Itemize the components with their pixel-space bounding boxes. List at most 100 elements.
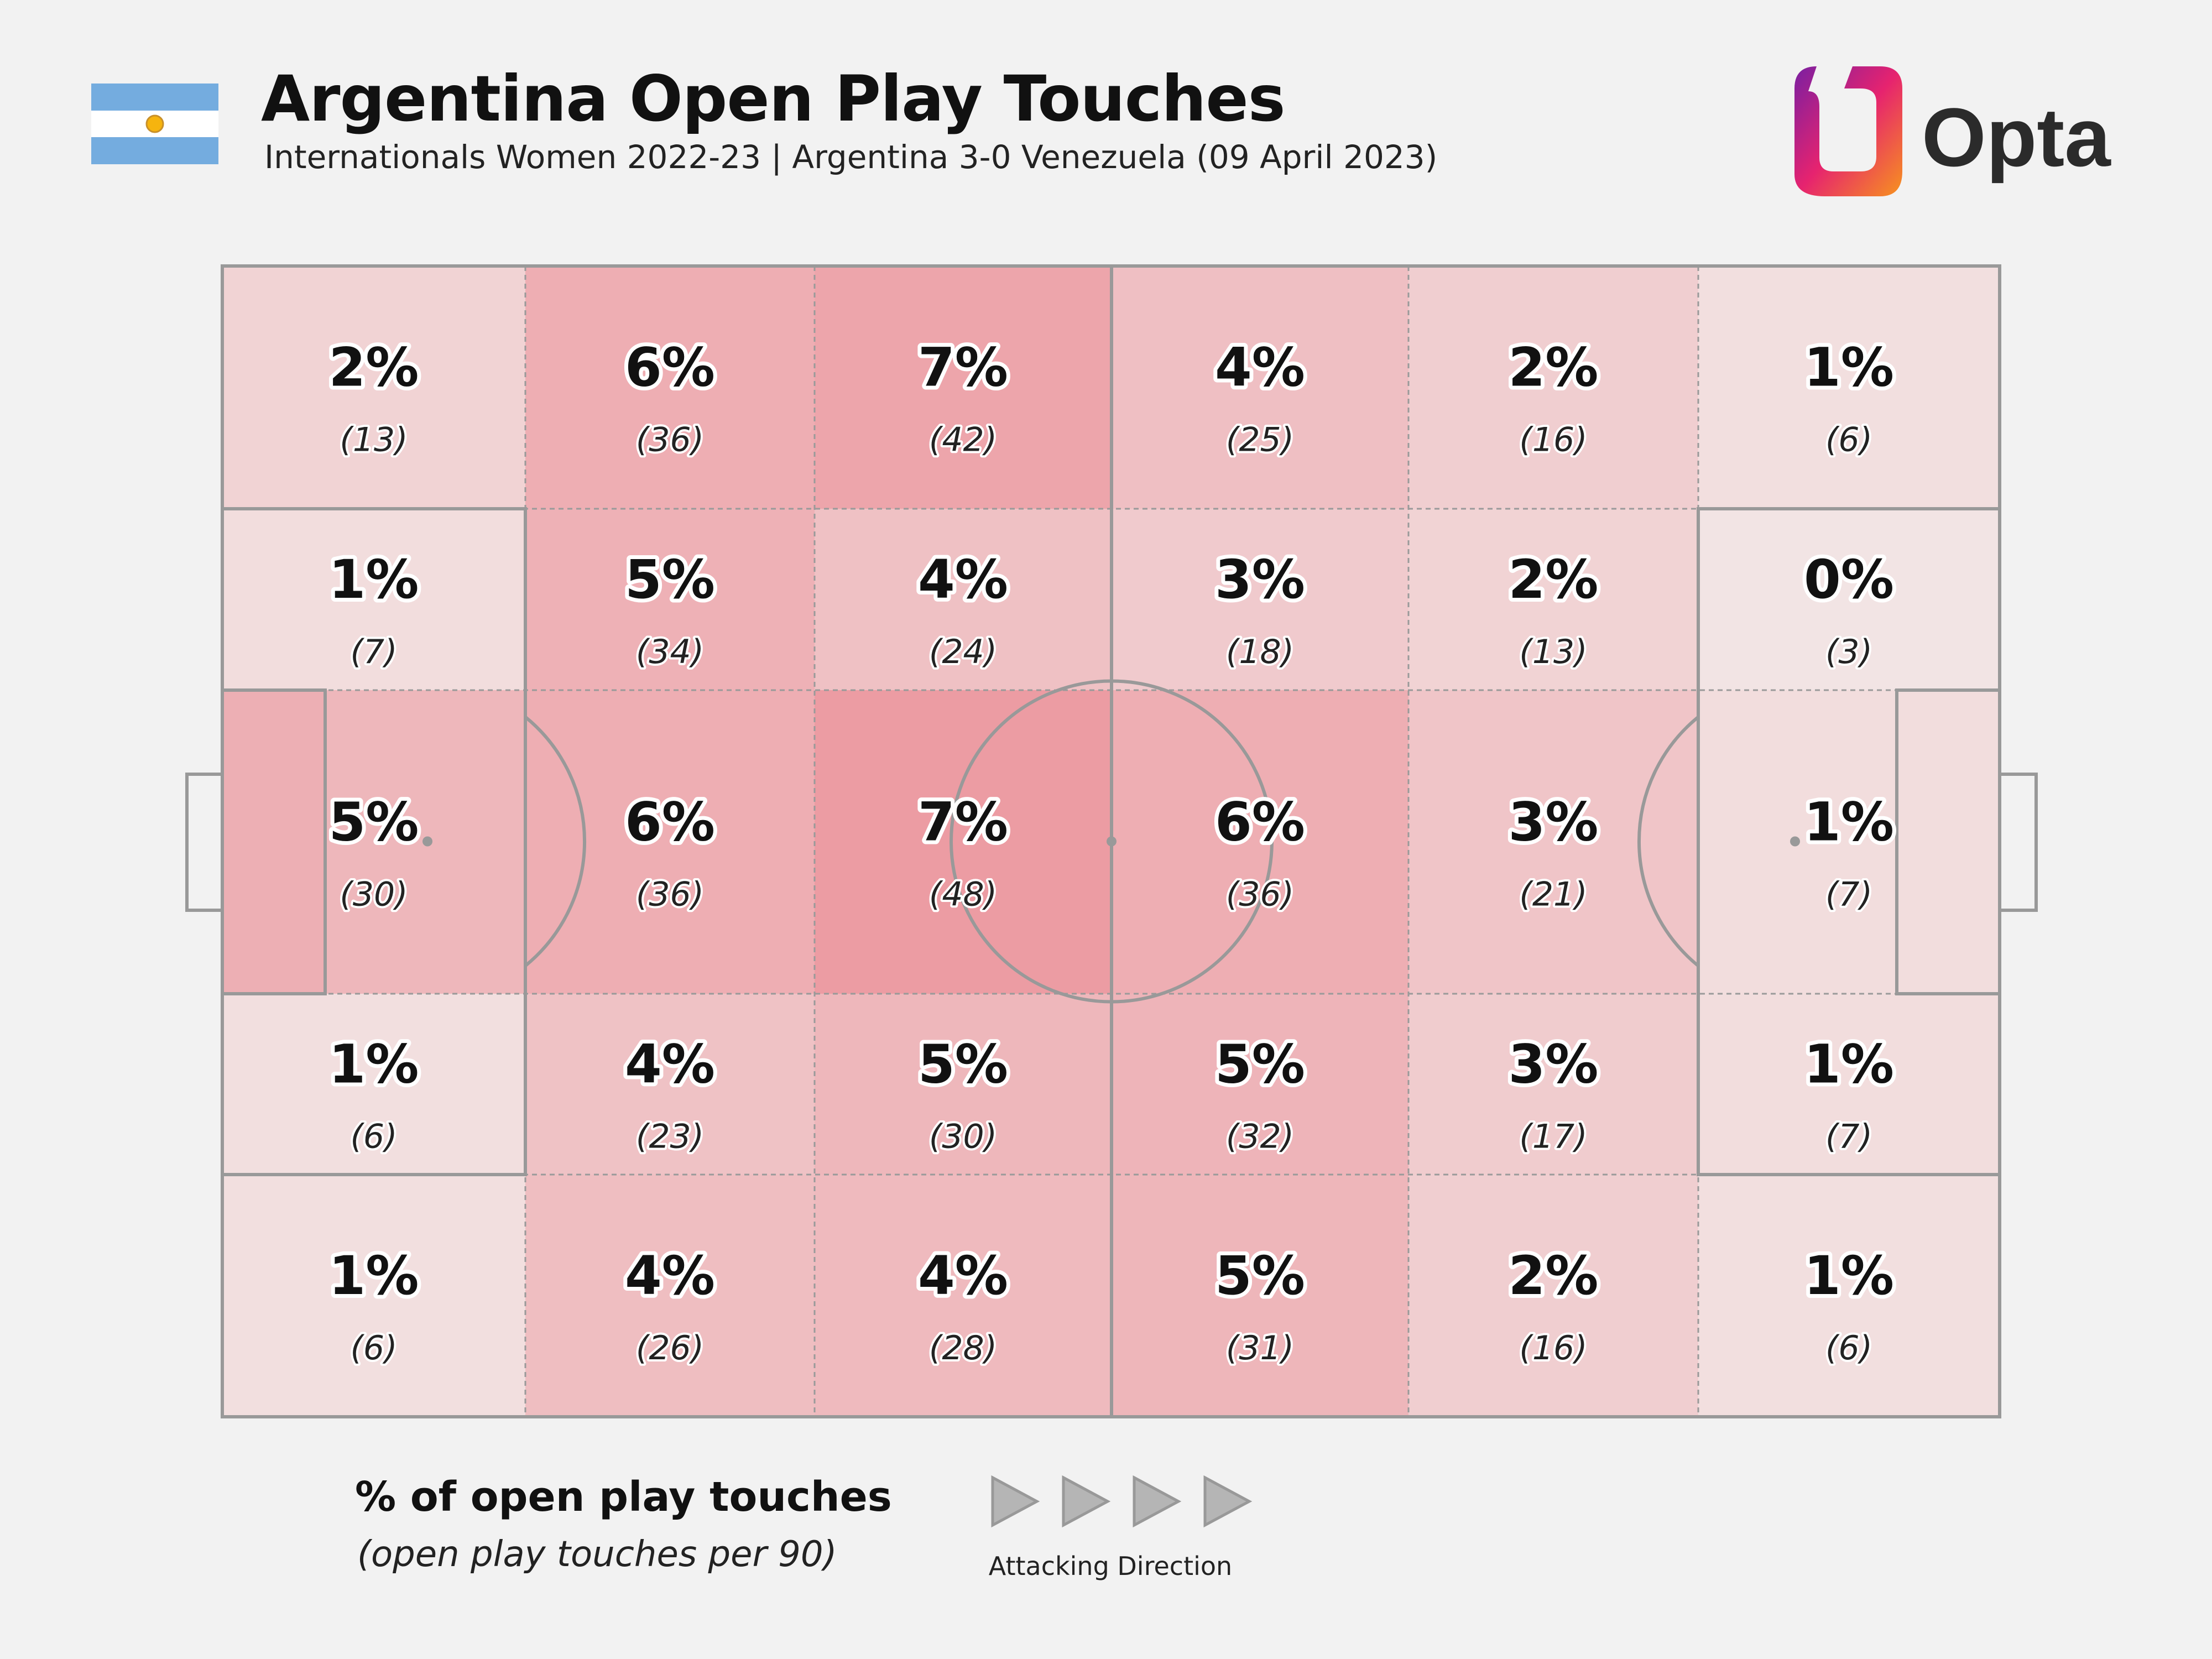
cell-percent-label: 2% xyxy=(1509,337,1599,399)
opta-logo: Opta xyxy=(1794,66,2111,196)
cell-percent-label: 1% xyxy=(1804,1245,1894,1307)
cell-percent-label: 3% xyxy=(1509,791,1599,853)
cell-count-label: (13) xyxy=(340,421,408,460)
cell-count-label: (30) xyxy=(340,875,408,914)
heat-cell xyxy=(525,509,815,690)
chart-title: Argentina Open Play Touches xyxy=(261,62,1286,135)
cell-count-label: (36) xyxy=(636,875,704,914)
heat-cell xyxy=(815,509,1112,690)
heat-cell xyxy=(1698,690,2000,994)
heat-cell xyxy=(222,1175,525,1417)
cell-count-label: (34) xyxy=(636,633,704,671)
cell-count-label: (13) xyxy=(1519,633,1587,671)
heat-cell xyxy=(222,509,525,690)
heat-cell xyxy=(1408,266,1698,509)
header: Argentina Open Play Touches Internationa… xyxy=(0,0,2212,232)
heat-cell xyxy=(1112,509,1408,690)
cell-count-label: (7) xyxy=(1825,875,1872,914)
cell-percent-label: 5% xyxy=(625,549,715,611)
cell-count-label: (7) xyxy=(351,633,398,671)
heat-cell xyxy=(1408,509,1698,690)
heat-cell xyxy=(1112,266,1408,509)
cell-count-label: (25) xyxy=(1226,421,1294,460)
cell-count-label: (3) xyxy=(1825,633,1872,671)
arrow-icon xyxy=(1062,1475,1111,1528)
cell-count-label: (23) xyxy=(636,1118,704,1156)
cell-count-label: (6) xyxy=(351,1329,398,1368)
argentina-flag-icon xyxy=(91,84,218,164)
cell-count-label: (16) xyxy=(1519,421,1587,460)
cell-percent-label: 7% xyxy=(918,337,1008,399)
heat-cell xyxy=(1112,994,1408,1175)
cell-count-label: (6) xyxy=(351,1118,398,1156)
cell-count-label: (21) xyxy=(1519,875,1587,914)
cell-percent-label: 4% xyxy=(1215,337,1305,399)
cell-count-label: (36) xyxy=(636,421,704,460)
cell-percent-label: 4% xyxy=(625,1245,715,1307)
chart-subtitle: Internationals Women 2022-23 | Argentina… xyxy=(264,138,1438,176)
cell-count-label: (30) xyxy=(929,1118,997,1156)
cell-percent-label: 1% xyxy=(1804,791,1894,853)
cell-percent-label: 1% xyxy=(329,1245,419,1307)
cell-percent-label: 4% xyxy=(625,1034,715,1095)
cell-percent-label: 2% xyxy=(1509,549,1599,611)
cell-percent-label: 4% xyxy=(918,1245,1008,1307)
cell-percent-label: 1% xyxy=(329,1034,419,1095)
cell-count-label: (17) xyxy=(1519,1118,1587,1156)
cell-count-label: (16) xyxy=(1519,1329,1587,1368)
cell-percent-label: 0% xyxy=(1804,549,1894,611)
cell-count-label: (18) xyxy=(1226,633,1294,671)
attacking-direction-arrows xyxy=(991,1475,1253,1528)
heat-cell xyxy=(815,994,1112,1175)
legend-subtitle: (open play touches per 90) xyxy=(357,1534,837,1575)
cell-percent-label: 5% xyxy=(1215,1245,1305,1307)
cell-count-label: (7) xyxy=(1825,1118,1872,1156)
opta-logo-text: Opta xyxy=(1922,91,2111,184)
cell-percent-label: 6% xyxy=(1215,791,1305,853)
attacking-direction-label: Attacking Direction xyxy=(988,1551,1233,1581)
heat-cell xyxy=(525,266,815,509)
cell-percent-label: 6% xyxy=(625,337,715,399)
cell-percent-label: 6% xyxy=(625,791,715,853)
cell-count-label: (28) xyxy=(929,1329,997,1368)
cell-percent-label: 1% xyxy=(1804,337,1894,399)
heat-cell xyxy=(222,266,525,509)
cell-percent-label: 1% xyxy=(1804,1034,1894,1095)
cell-percent-label: 1% xyxy=(329,549,419,611)
cell-count-label: (24) xyxy=(929,633,997,671)
cell-count-label: (42) xyxy=(929,421,997,460)
heat-cell xyxy=(525,994,815,1175)
cell-percent-label: 3% xyxy=(1215,549,1305,611)
heat-cell xyxy=(815,266,1112,509)
heat-cell xyxy=(815,1175,1112,1417)
heat-cell xyxy=(222,994,525,1175)
cell-count-label: (6) xyxy=(1825,421,1872,460)
cell-count-label: (6) xyxy=(1825,1329,1872,1368)
cell-percent-label: 2% xyxy=(329,337,419,399)
legend-title: % of open play touches xyxy=(355,1473,892,1521)
arrow-icon xyxy=(1203,1475,1253,1528)
cell-count-label: (26) xyxy=(636,1329,704,1368)
cell-count-label: (36) xyxy=(1226,875,1294,914)
heat-cell xyxy=(1112,1175,1408,1417)
cell-count-label: (48) xyxy=(929,875,997,914)
heat-cell xyxy=(1698,509,2000,690)
heat-cell xyxy=(1698,266,2000,509)
heat-cell xyxy=(525,1175,815,1417)
cell-percent-label: 2% xyxy=(1509,1245,1599,1307)
cell-count-label: (32) xyxy=(1226,1118,1294,1156)
heat-cell xyxy=(1698,1175,2000,1417)
heat-cell xyxy=(1408,994,1698,1175)
arrow-icon xyxy=(991,1475,1040,1528)
cell-percent-label: 5% xyxy=(918,1034,1008,1095)
heat-cell xyxy=(1408,1175,1698,1417)
cell-percent-label: 7% xyxy=(918,791,1008,853)
cell-percent-label: 5% xyxy=(1215,1034,1305,1095)
heat-cell xyxy=(1408,690,1698,994)
opta-logo-icon xyxy=(1794,66,1902,196)
heat-cell xyxy=(1112,690,1408,994)
heat-cell xyxy=(815,690,1112,994)
cell-count-label: (31) xyxy=(1226,1329,1294,1368)
heat-cell xyxy=(222,690,525,994)
